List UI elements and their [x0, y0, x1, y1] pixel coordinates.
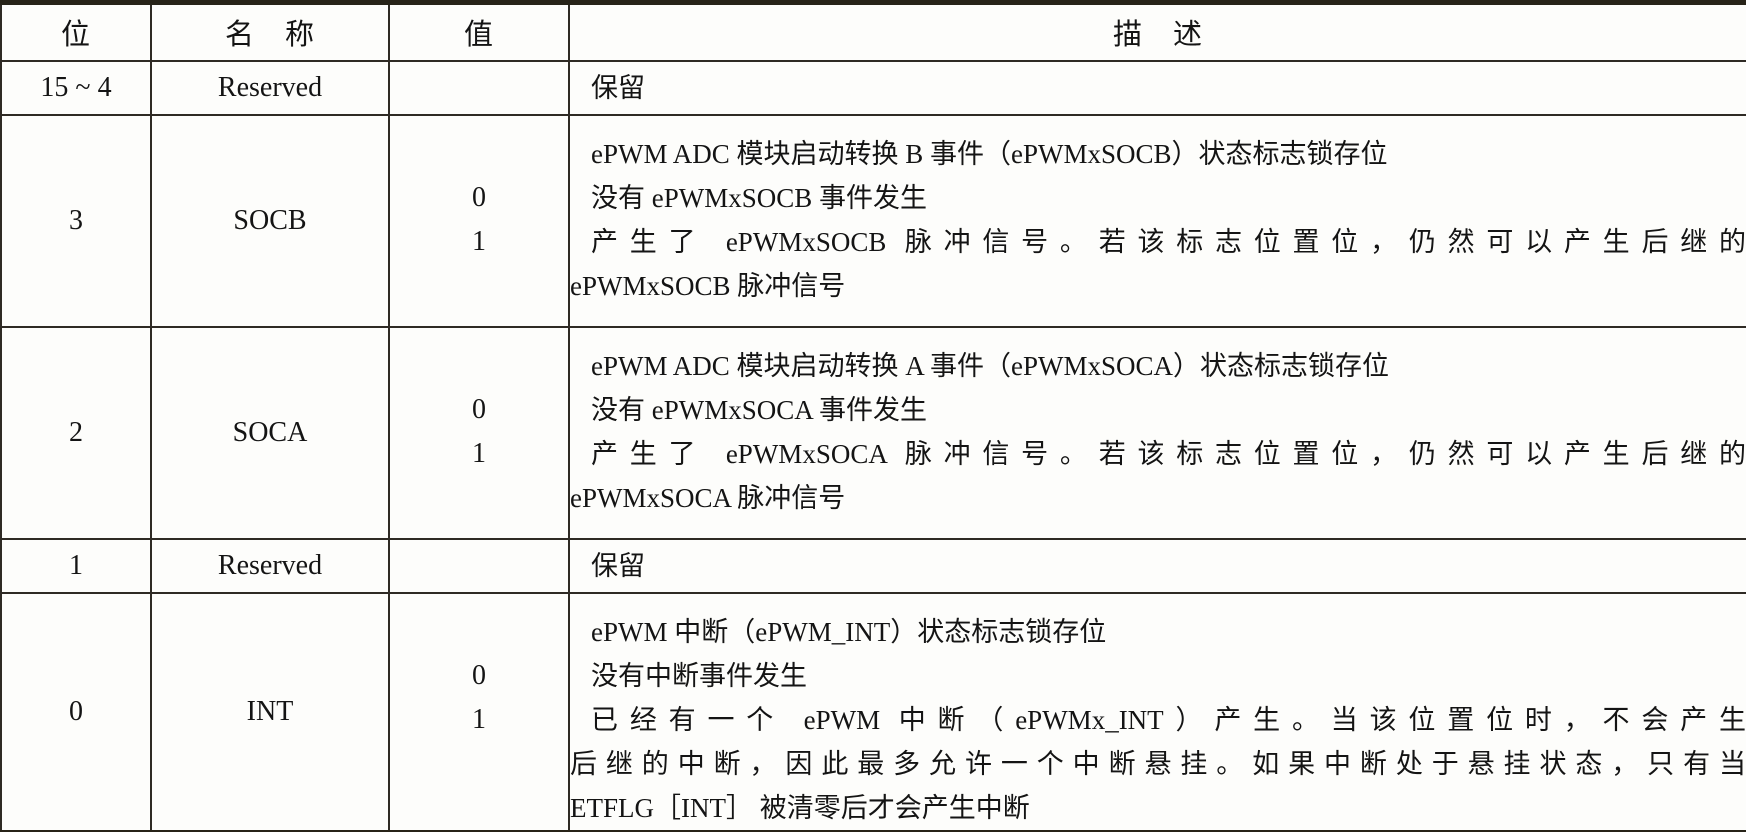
desc-cell: 保留: [568, 537, 1746, 594]
value-spacer: [391, 344, 567, 388]
desc-line: 保留: [591, 72, 645, 103]
desc-cell: 保留: [568, 59, 1746, 116]
header-row: 位名 称值描 述: [0, 1, 1746, 62]
table-row-reserved: 15 ~ 4 Reserved 保留: [0, 59, 1746, 116]
desc-line: 产生了 ePWMxSOCB 脉冲信号。若该标志位置位，仍然可以产生后继的: [591, 226, 1746, 257]
bit-cell: 15 ~ 4: [0, 59, 152, 116]
name-cell: Reserved: [150, 537, 390, 594]
name-cell: SOCB: [150, 113, 390, 328]
desc-line: 后继的中断，因此最多允许一个中断悬挂。如果中断处于悬挂状态，只有当: [570, 748, 1746, 779]
value-line: 1: [472, 437, 486, 469]
value-spacer: [391, 610, 567, 654]
table-row-int: 0 INT 0 1 ePWM 中断（ePWM_INT）状态标志锁存位 没有中断事件发生 已经…: [0, 591, 1746, 832]
value-line: 0: [472, 393, 486, 425]
column-header-bit: 位: [0, 1, 152, 62]
name-cell: SOCA: [150, 325, 390, 540]
table-row-socb: 3 SOCB 0 1 ePWM ADC 模块启动转换 B 事件（ePWMxSOCB）状态…: [0, 113, 1746, 328]
name-cell: Reserved: [150, 59, 390, 116]
desc-line: 没有 ePWMxSOCB 事件发生: [591, 182, 928, 213]
value-line: 0: [472, 659, 486, 691]
desc-line: 没有中断事件发生: [591, 660, 807, 691]
bit-cell: 1: [0, 537, 152, 594]
value-cell: [388, 59, 570, 116]
name-cell: INT: [150, 591, 390, 832]
desc-line: ePWM 中断（ePWM_INT）状态标志锁存位: [591, 616, 1107, 647]
value-line: 1: [472, 703, 486, 735]
column-header-desc: 描 述: [568, 1, 1746, 62]
desc-line: ePWMxSOCB 脉冲信号: [570, 270, 846, 301]
value-line: 1: [472, 225, 486, 257]
desc-line: 产生了 ePWMxSOCA 脉冲信号。若该标志位置位，仍然可以产生后继的: [591, 438, 1746, 469]
desc-line: 没有 ePWMxSOCA 事件发生: [591, 394, 928, 425]
desc-cell: ePWM 中断（ePWM_INT）状态标志锁存位 没有中断事件发生已经有一个 eP…: [568, 591, 1746, 832]
value-line: 0: [472, 181, 486, 213]
bit-cell: 2: [0, 325, 152, 540]
bit-cell: 0: [0, 591, 152, 832]
desc-line: ETFLG［INT］ 被清零后才会产生中断: [570, 792, 1030, 823]
desc-line: ePWM ADC 模块启动转换 B 事件（ePWMxSOCB）状态标志锁存位: [591, 138, 1388, 169]
table-row-reserved: 1 Reserved 保留: [0, 537, 1746, 594]
desc-line: 保留: [591, 550, 645, 581]
bit-cell: 3: [0, 113, 152, 328]
desc-cell: ePWM ADC 模块启动转换 B 事件（ePWMxSOCB）状态标志锁存位 没有…: [568, 113, 1746, 328]
table-body: 15 ~ 4 Reserved 保留 3 SOCB 0 1 ePWM ADC 模块启动转换 B…: [0, 59, 1746, 832]
desc-cell: ePWM ADC 模块启动转换 A 事件（ePWMxSOCA）状态标志锁存位 没有…: [568, 325, 1746, 540]
column-header-name: 名 称: [150, 1, 390, 62]
desc-line: 已经有一个 ePWM 中断（ePWMx_INT）产生。当该位置位时，不会产生: [591, 704, 1746, 735]
desc-line: ePWM ADC 模块启动转换 A 事件（ePWMxSOCA）状态标志锁存位: [591, 350, 1390, 381]
value-spacer: [391, 132, 567, 176]
table-row-soca: 2 SOCA 0 1 ePWM ADC 模块启动转换 A 事件（ePWMxSOCA）状态…: [0, 325, 1746, 540]
desc-line: ePWMxSOCA 脉冲信号: [570, 482, 846, 513]
value-cell: [388, 537, 570, 594]
column-header-value: 值: [388, 1, 570, 62]
